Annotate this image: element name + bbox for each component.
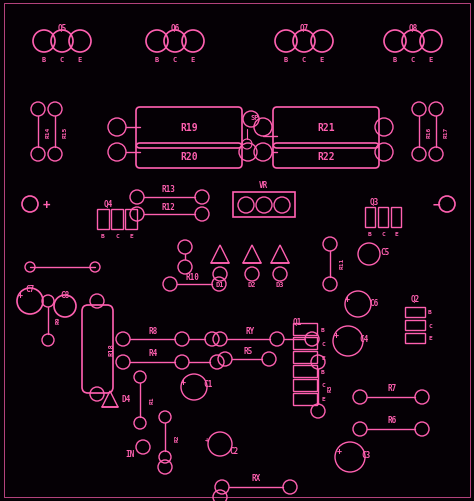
Text: Q6: Q6 <box>170 24 180 33</box>
Text: C7: C7 <box>26 285 35 294</box>
Text: R12: R12 <box>161 202 175 211</box>
Bar <box>405 308 425 317</box>
Text: R11: R11 <box>339 257 345 268</box>
Bar <box>125 209 137 229</box>
Text: R3: R3 <box>328 383 332 391</box>
Text: Q4: Q4 <box>103 199 113 208</box>
Text: +: + <box>345 294 349 303</box>
Text: −: − <box>432 198 440 211</box>
Bar <box>405 320 425 330</box>
Bar <box>378 207 388 227</box>
Text: +: + <box>181 378 185 387</box>
Text: C1: C1 <box>203 380 213 389</box>
Text: R9: R9 <box>55 316 61 323</box>
Text: R5: R5 <box>243 346 253 355</box>
Text: C: C <box>321 383 325 388</box>
Text: R17: R17 <box>444 126 448 137</box>
Text: E: E <box>191 57 195 63</box>
Text: B: B <box>155 57 159 63</box>
Text: C: C <box>321 341 325 346</box>
Text: B: B <box>368 232 372 237</box>
Bar <box>293 365 317 377</box>
Text: E: E <box>428 336 432 341</box>
Text: R6: R6 <box>387 416 397 425</box>
Text: RX: RX <box>251 473 261 482</box>
Text: B: B <box>393 57 397 63</box>
Text: B: B <box>284 57 288 63</box>
Text: C: C <box>428 323 432 328</box>
Bar <box>365 207 375 227</box>
Text: +: + <box>334 331 338 340</box>
Text: R4: R4 <box>148 349 158 358</box>
Text: B: B <box>428 310 432 315</box>
Text: VR: VR <box>258 180 268 189</box>
Text: C5: C5 <box>380 248 390 257</box>
Bar <box>293 393 317 405</box>
Text: E: E <box>429 57 433 63</box>
Bar <box>293 351 317 363</box>
Text: Q2: Q2 <box>410 294 419 303</box>
Text: C4: C4 <box>359 335 369 344</box>
Text: E: E <box>321 397 325 402</box>
Text: R21: R21 <box>317 123 335 133</box>
Text: D3: D3 <box>276 282 284 288</box>
Text: Q5: Q5 <box>57 24 67 33</box>
Text: E: E <box>320 57 324 63</box>
Bar <box>391 207 401 227</box>
Text: R8: R8 <box>148 326 158 335</box>
Text: +: + <box>205 436 209 442</box>
Text: C: C <box>115 234 119 239</box>
Text: C: C <box>381 232 385 237</box>
Text: B: B <box>101 234 105 239</box>
Bar <box>97 209 109 229</box>
Text: E: E <box>78 57 82 63</box>
Text: D1: D1 <box>216 282 224 288</box>
Text: Q8: Q8 <box>409 24 418 33</box>
Bar <box>293 337 317 349</box>
Text: C3: C3 <box>361 450 371 459</box>
Text: B: B <box>321 369 325 374</box>
Text: C2: C2 <box>229 446 238 455</box>
Text: E: E <box>394 232 398 237</box>
Text: Q3: Q3 <box>369 197 379 206</box>
Text: B: B <box>321 327 325 332</box>
Text: +: + <box>42 198 50 211</box>
Text: E: E <box>321 355 325 360</box>
Text: C: C <box>411 57 415 63</box>
Text: D4: D4 <box>121 395 131 404</box>
Text: Q1: Q1 <box>292 317 301 326</box>
Text: RY: RY <box>246 326 255 335</box>
Text: +: + <box>18 291 22 300</box>
Text: R2: R2 <box>174 433 180 441</box>
Text: R13: R13 <box>161 185 175 194</box>
Text: R10: R10 <box>185 272 199 281</box>
Text: C: C <box>60 57 64 63</box>
Bar <box>293 379 317 391</box>
Text: C8: C8 <box>60 291 70 300</box>
Text: R19: R19 <box>180 123 198 133</box>
Text: B: B <box>42 57 46 63</box>
Text: R14: R14 <box>46 126 51 137</box>
Text: E: E <box>129 234 133 239</box>
Text: IN: IN <box>126 449 135 458</box>
Text: R22: R22 <box>317 152 335 162</box>
Text: C6: C6 <box>369 298 379 307</box>
Text: C: C <box>173 57 177 63</box>
Text: D2: D2 <box>248 282 256 288</box>
Text: C: C <box>302 57 306 63</box>
Text: R16: R16 <box>427 126 431 137</box>
Text: R20: R20 <box>180 152 198 162</box>
Bar <box>111 209 123 229</box>
Bar <box>293 323 317 335</box>
Text: R15: R15 <box>63 126 67 137</box>
Text: R18: R18 <box>109 343 115 356</box>
Bar <box>233 192 295 217</box>
Text: +: + <box>337 446 341 455</box>
Bar <box>405 333 425 343</box>
Text: R1: R1 <box>149 395 155 403</box>
Text: SP: SP <box>251 115 259 121</box>
Text: Q7: Q7 <box>300 24 309 33</box>
Text: R7: R7 <box>387 384 397 393</box>
